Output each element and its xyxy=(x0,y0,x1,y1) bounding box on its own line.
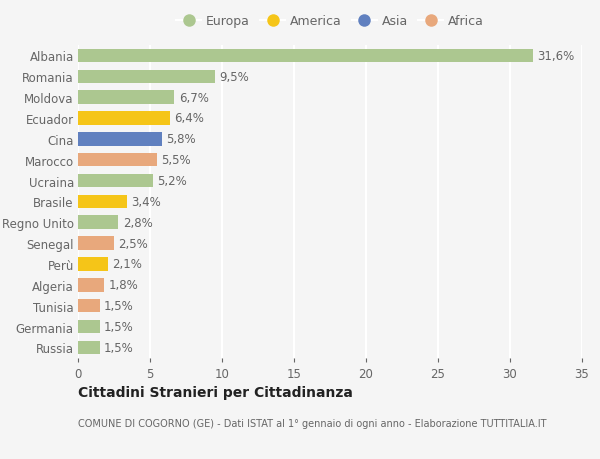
Text: 3,4%: 3,4% xyxy=(131,196,161,208)
Text: 2,5%: 2,5% xyxy=(118,237,148,250)
Text: 1,5%: 1,5% xyxy=(104,300,134,313)
Legend: Europa, America, Asia, Africa: Europa, America, Asia, Africa xyxy=(172,11,488,32)
Bar xyxy=(78,195,127,209)
Bar xyxy=(78,320,100,334)
Bar xyxy=(78,279,104,292)
Bar xyxy=(78,341,100,354)
Text: 5,8%: 5,8% xyxy=(166,133,196,146)
Bar xyxy=(78,174,153,188)
Bar xyxy=(78,257,108,271)
Text: 9,5%: 9,5% xyxy=(219,71,249,84)
Bar xyxy=(78,133,161,146)
Bar xyxy=(78,154,157,167)
Text: Cittadini Stranieri per Cittadinanza: Cittadini Stranieri per Cittadinanza xyxy=(78,386,353,399)
Text: 31,6%: 31,6% xyxy=(538,50,575,63)
Text: 6,4%: 6,4% xyxy=(175,112,205,125)
Bar xyxy=(78,70,215,84)
Bar xyxy=(78,299,100,313)
Bar xyxy=(78,91,175,105)
Bar xyxy=(78,237,114,250)
Bar xyxy=(78,50,533,63)
Text: 2,8%: 2,8% xyxy=(122,216,152,229)
Text: 1,8%: 1,8% xyxy=(108,279,138,291)
Text: COMUNE DI COGORNO (GE) - Dati ISTAT al 1° gennaio di ogni anno - Elaborazione TU: COMUNE DI COGORNO (GE) - Dati ISTAT al 1… xyxy=(78,418,547,428)
Text: 1,5%: 1,5% xyxy=(104,341,134,354)
Bar xyxy=(78,216,118,230)
Text: 1,5%: 1,5% xyxy=(104,320,134,333)
Bar xyxy=(78,112,170,125)
Text: 2,1%: 2,1% xyxy=(113,258,142,271)
Text: 5,2%: 5,2% xyxy=(157,175,187,188)
Text: 6,7%: 6,7% xyxy=(179,91,209,104)
Text: 5,5%: 5,5% xyxy=(161,154,191,167)
